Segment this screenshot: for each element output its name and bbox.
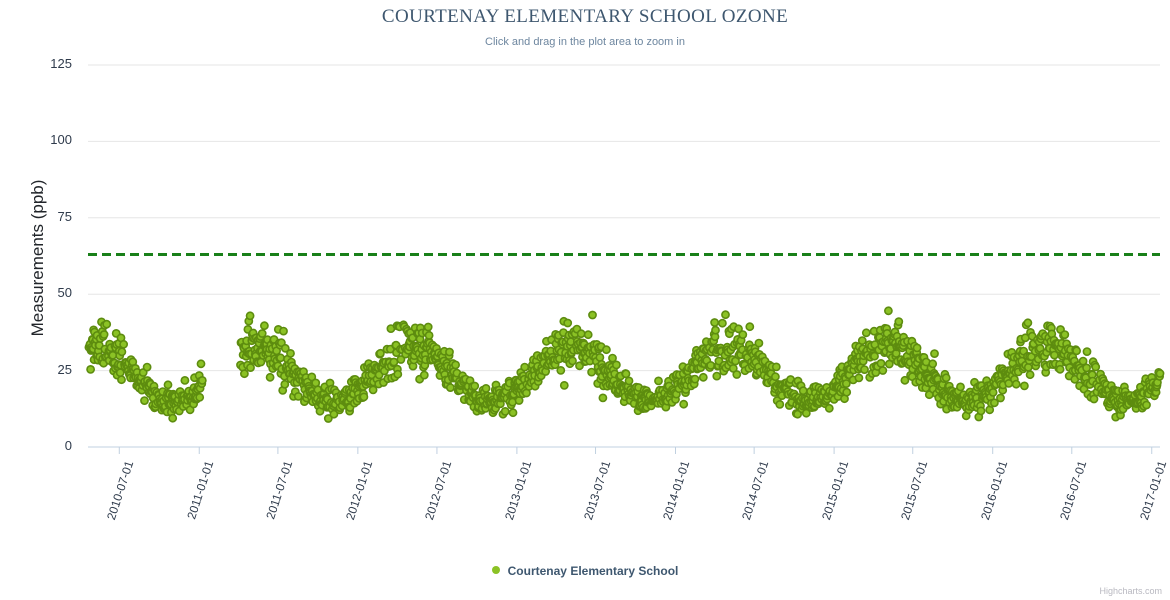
legend-item-label[interactable]: Courtenay Elementary School: [507, 563, 679, 578]
legend-marker-icon: [491, 565, 500, 574]
highcharts-credit[interactable]: Highcharts.com: [1099, 586, 1162, 596]
scatter-points: [84, 306, 1165, 423]
y-tick-label: 75: [57, 208, 72, 224]
y-tick-label: 125: [50, 56, 72, 71]
y-axis-title: Measurements (ppb): [28, 179, 47, 337]
y-tick-label: 25: [57, 361, 72, 377]
chart-subtitle: Click and drag in the plot area to zoom …: [485, 36, 685, 48]
y-tick-label: 0: [64, 438, 72, 453]
y-tick-label: 100: [50, 132, 72, 148]
chart-legend[interactable]: Courtenay Elementary School: [0, 563, 1170, 578]
chart-title: COURTENAY ELEMENTARY SCHOOL OZONE: [381, 6, 789, 27]
y-tick-label: 50: [57, 285, 72, 301]
